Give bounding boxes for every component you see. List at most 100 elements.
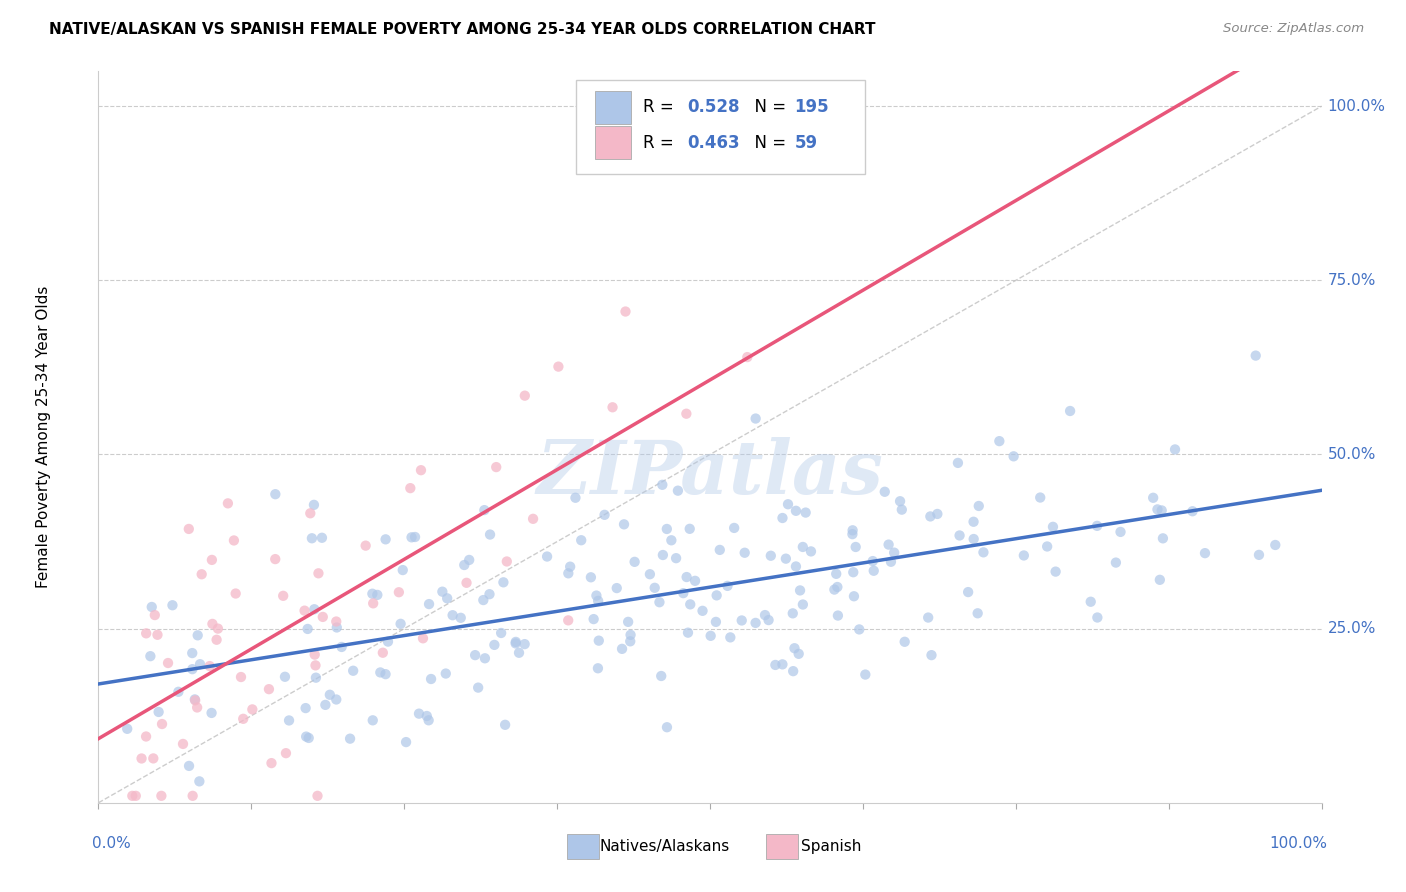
Point: [485, 460, 508, 475]
Point: [893, 634, 915, 648]
Point: [659, 533, 682, 548]
Point: [143, 608, 166, 623]
Text: 59: 59: [794, 134, 817, 152]
Point: [412, 632, 434, 646]
Text: 75.0%: 75.0%: [1327, 273, 1376, 288]
Point: [557, 566, 579, 581]
Point: [330, 640, 353, 654]
Point: [744, 411, 766, 425]
Point: [115, 722, 138, 736]
Point: [441, 608, 464, 623]
FancyBboxPatch shape: [567, 834, 599, 859]
Point: [146, 628, 169, 642]
Point: [920, 509, 942, 524]
Text: ZIPatlas: ZIPatlas: [537, 437, 883, 510]
Point: [1085, 610, 1108, 624]
Point: [582, 612, 605, 626]
Text: 100.0%: 100.0%: [1270, 836, 1327, 851]
Point: [479, 527, 502, 541]
Point: [307, 789, 329, 803]
Point: [699, 629, 721, 643]
Point: [564, 491, 586, 505]
Point: [326, 620, 349, 634]
Point: [731, 614, 754, 628]
Point: [304, 658, 326, 673]
Point: [162, 599, 184, 613]
Point: [842, 566, 865, 580]
Point: [371, 646, 394, 660]
Point: [675, 407, 697, 421]
Point: [472, 593, 495, 607]
Text: NATIVE/ALASKAN VS SPANISH FEMALE POVERTY AMONG 25-34 YEAR OLDS CORRELATION CHART: NATIVE/ALASKAN VS SPANISH FEMALE POVERTY…: [49, 22, 876, 37]
Point: [679, 522, 702, 536]
Point: [505, 635, 527, 649]
Point: [536, 549, 558, 564]
Text: 50.0%: 50.0%: [1327, 447, 1376, 462]
Point: [436, 591, 458, 606]
Point: [547, 359, 569, 374]
Point: [758, 613, 780, 627]
Point: [181, 646, 204, 660]
Point: [295, 730, 318, 744]
Point: [464, 648, 486, 662]
FancyBboxPatch shape: [766, 834, 799, 859]
Point: [311, 531, 333, 545]
Point: [948, 528, 970, 542]
Text: 0.0%: 0.0%: [93, 836, 131, 851]
Text: N =: N =: [744, 98, 792, 116]
Point: [921, 648, 943, 662]
Point: [361, 587, 384, 601]
Point: [1109, 524, 1132, 539]
Text: Spanish: Spanish: [800, 839, 860, 855]
Point: [205, 632, 228, 647]
Point: [304, 602, 326, 616]
Point: [617, 615, 640, 629]
Point: [294, 604, 316, 618]
Point: [853, 667, 876, 681]
Point: [890, 502, 912, 516]
Point: [610, 641, 633, 656]
Point: [1002, 450, 1025, 464]
Point: [1142, 491, 1164, 505]
Point: [522, 512, 544, 526]
Point: [271, 589, 294, 603]
Point: [135, 626, 157, 640]
Point: [312, 610, 335, 624]
Point: [401, 530, 423, 544]
Point: [207, 622, 229, 636]
Point: [416, 709, 439, 723]
Point: [198, 659, 221, 673]
Point: [257, 682, 280, 697]
Point: [456, 575, 478, 590]
Point: [307, 566, 329, 581]
Point: [651, 478, 673, 492]
Point: [754, 608, 776, 623]
Point: [450, 611, 472, 625]
Point: [638, 567, 661, 582]
Point: [683, 574, 706, 588]
Point: [1244, 349, 1267, 363]
Point: [841, 524, 863, 538]
Point: [655, 720, 678, 734]
Point: [877, 538, 900, 552]
Point: [513, 637, 536, 651]
Point: [142, 751, 165, 765]
Point: [389, 616, 412, 631]
Point: [709, 542, 731, 557]
Point: [794, 506, 817, 520]
Point: [395, 735, 418, 749]
Point: [873, 484, 896, 499]
Text: R =: R =: [643, 134, 679, 152]
Point: [825, 566, 848, 581]
Point: [1264, 538, 1286, 552]
Point: [222, 533, 245, 548]
Point: [361, 714, 384, 728]
Point: [232, 712, 254, 726]
Point: [785, 559, 807, 574]
Point: [264, 487, 287, 501]
Point: [759, 549, 782, 563]
Point: [782, 664, 804, 678]
Point: [787, 647, 810, 661]
Point: [418, 597, 440, 611]
Point: [274, 746, 297, 760]
